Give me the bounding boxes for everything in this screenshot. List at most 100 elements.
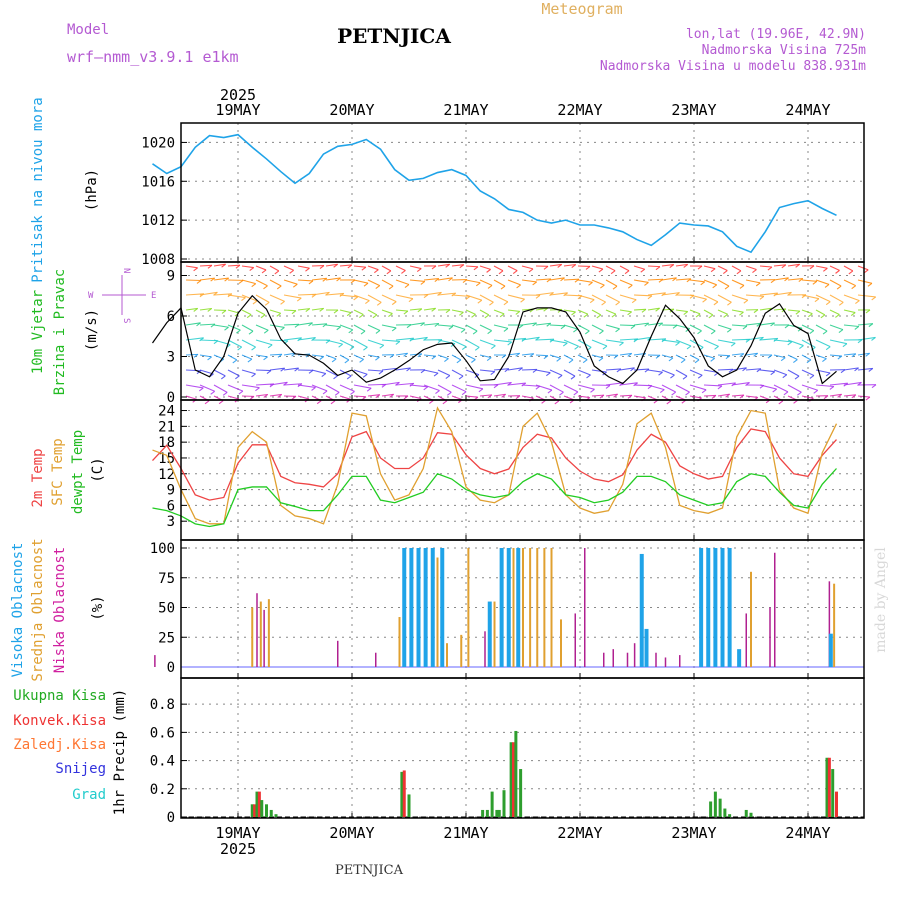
wind-arrow xyxy=(465,369,480,376)
wind-arrow xyxy=(521,395,534,399)
wind-arrow-head xyxy=(822,358,827,363)
wind-arrow xyxy=(605,309,617,315)
wind-arrow-head xyxy=(489,301,494,306)
wind-arrow-head xyxy=(568,359,574,364)
wind-arrow-head xyxy=(838,329,844,334)
wind-arrow-head xyxy=(247,358,253,363)
wind-arrow xyxy=(633,308,646,311)
wind-arrow xyxy=(549,369,563,376)
wind-arrow-head xyxy=(767,266,773,271)
wind-arrow xyxy=(269,393,282,397)
wind-arrow-head xyxy=(659,389,665,394)
wind-arrow-head xyxy=(237,346,242,351)
wind-arrow xyxy=(633,395,646,399)
wind-arrow-head xyxy=(823,267,828,272)
cloud-bar-mid xyxy=(251,607,254,667)
wind-arrow-head xyxy=(781,264,787,269)
cloud-bar-high xyxy=(699,548,704,667)
wind-arrow xyxy=(843,381,862,386)
wind-arrow xyxy=(479,309,490,316)
wind-arrow-head xyxy=(647,295,653,300)
wind-arrow xyxy=(409,336,428,341)
wind-arrow xyxy=(283,279,298,285)
wind-arrow xyxy=(479,369,495,373)
wind-arrow-head xyxy=(850,312,856,317)
footer-station: PETNJICA xyxy=(335,863,404,878)
wind-arrow xyxy=(535,292,554,296)
wind-arrow xyxy=(269,279,282,287)
wind-arrow-head xyxy=(249,267,255,272)
wind-arrow-head xyxy=(308,322,313,327)
wind-arrow xyxy=(325,263,338,267)
cloud-bar-low xyxy=(769,607,771,667)
wind-arrow xyxy=(367,279,380,287)
cloud-bar-mid xyxy=(522,548,524,667)
wind-arrow xyxy=(577,324,590,332)
wind-arrow-head xyxy=(416,268,422,272)
wind-arrow xyxy=(353,309,364,316)
cloud-bar-high xyxy=(737,649,742,667)
wind-arrow xyxy=(717,265,728,272)
wind-arrow-head xyxy=(249,395,255,400)
wind-arrow xyxy=(311,369,326,375)
wind-label-2: Brzina i Pravac xyxy=(52,269,68,395)
wind-arrow-head xyxy=(389,393,395,398)
wind-arrow xyxy=(241,324,254,332)
precip-bar-total xyxy=(709,801,713,817)
wind-arrow xyxy=(633,368,649,371)
wind-arrow-head xyxy=(333,263,338,268)
wind-arrow xyxy=(591,309,602,316)
wind-arrow-head xyxy=(255,387,260,392)
wind-arrow xyxy=(283,294,302,299)
cloud-labels: Visoka Oblacnost Srednja Oblacnost Niska… xyxy=(10,538,106,681)
wind-arrow-head xyxy=(851,394,857,399)
wind-arrow xyxy=(647,292,666,296)
wind-arrow xyxy=(563,395,575,401)
wind-arrow xyxy=(185,395,197,400)
wind-arrow-head xyxy=(220,375,226,380)
wind-arrow xyxy=(325,339,343,345)
wind-arrow xyxy=(731,294,748,301)
wind-arrow-head xyxy=(599,330,604,335)
wind-arrow-head xyxy=(588,281,593,286)
wind-arrow-head xyxy=(710,330,716,335)
wind-arrow xyxy=(409,308,422,311)
wind-arrow-head xyxy=(196,280,202,284)
cloud-bar-low xyxy=(154,655,156,667)
wind-arrow-head xyxy=(499,313,505,318)
wind-arrow xyxy=(577,384,595,390)
wind-arrow xyxy=(829,354,842,357)
wind-arrow-head xyxy=(825,301,831,306)
wind-arrow-head xyxy=(490,371,496,375)
wind-arrow-head xyxy=(445,263,451,268)
wind-arrow-head xyxy=(655,266,661,271)
wind-arrow xyxy=(563,324,578,330)
wind-arrow xyxy=(353,294,370,302)
wind-arrow-head xyxy=(697,330,702,335)
wind-arrow-head xyxy=(535,294,541,299)
wind-arrow-head xyxy=(584,330,590,335)
cloud-bar-low xyxy=(774,552,776,667)
wind-arrow xyxy=(465,309,476,315)
wind-arrow xyxy=(227,294,246,299)
wind-arrow xyxy=(591,265,604,270)
precip-tick-label: 0.4 xyxy=(150,754,175,770)
wind-arrow-head xyxy=(836,285,842,290)
wind-arrow-head xyxy=(444,358,449,363)
cloud-bar-high xyxy=(706,548,711,667)
wind-arrow-head xyxy=(601,301,606,306)
wind-arrow xyxy=(185,337,204,341)
wind-tick-label: 0 xyxy=(167,390,175,406)
wind-arrow-head xyxy=(865,396,871,401)
wind-arrow xyxy=(549,292,568,296)
wind-arrow-head xyxy=(316,400,322,405)
cloud-bar-high xyxy=(416,548,421,667)
wind-arrow xyxy=(465,265,478,268)
wind-arrow xyxy=(661,264,674,267)
wind-arrow xyxy=(689,279,705,283)
wind-arrow-head xyxy=(503,301,509,306)
wind-arrow xyxy=(731,394,744,397)
cloud-bar-mid xyxy=(543,548,546,667)
wind-arrow xyxy=(367,265,379,271)
cloud-mid-label: Srednja Oblacnost xyxy=(30,538,46,681)
